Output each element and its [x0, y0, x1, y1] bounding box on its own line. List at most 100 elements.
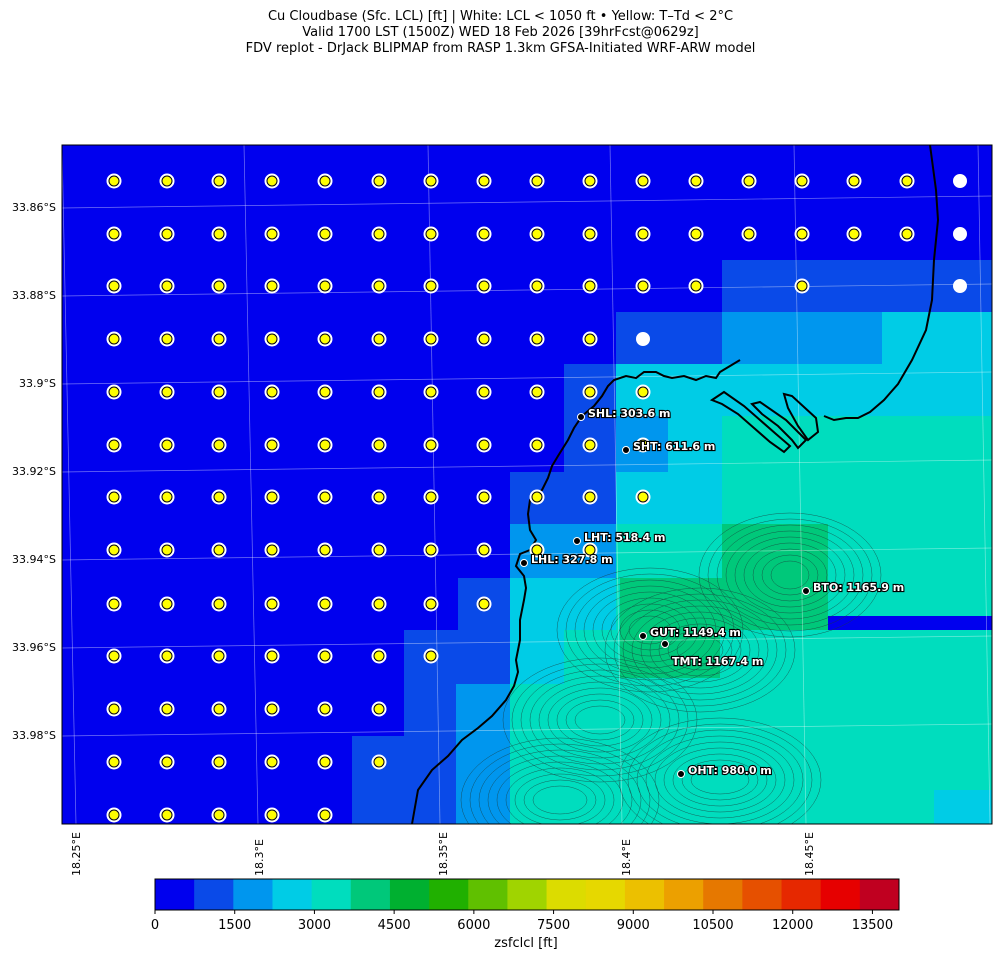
- yellow-lcl-marker: [423, 226, 439, 242]
- yellow-lcl-marker: [106, 384, 122, 400]
- yellow-lcl-marker: [529, 489, 545, 505]
- yellow-lcl-marker: [211, 437, 227, 453]
- yellow-lcl-marker-outline: [319, 228, 331, 240]
- colorbar-segment: [389, 879, 430, 910]
- station-dot: [573, 537, 581, 545]
- colorbar-segment: [546, 879, 587, 910]
- yellow-lcl-marker-outline: [743, 228, 755, 240]
- station-label: LHL: 327.8 m: [531, 553, 613, 566]
- longitude-line: [977, 145, 991, 824]
- yellow-lcl-marker: [582, 331, 598, 347]
- yellow-lcl-marker: [264, 648, 280, 664]
- yellow-lcl-marker: [371, 489, 387, 505]
- colorbar-tick-label: 13500: [851, 918, 894, 933]
- yellow-lcl-marker-outline: [108, 228, 120, 240]
- field-cell: [510, 736, 992, 824]
- yellow-lcl-marker-outline: [690, 228, 702, 240]
- yellow-lcl-marker: [899, 226, 915, 242]
- yellow-lcl-marker: [211, 278, 227, 294]
- yellow-lcl-marker: [423, 173, 439, 189]
- yellow-lcl-marker-outline: [266, 333, 278, 345]
- yellow-lcl-marker-outline: [161, 809, 173, 821]
- field-cell: [934, 790, 992, 824]
- yellow-lcl-marker-outline: [584, 439, 596, 451]
- yellow-lcl-marker: [264, 754, 280, 770]
- yellow-lcl-marker: [371, 173, 387, 189]
- yellow-lcl-marker-outline: [213, 809, 225, 821]
- yellow-lcl-marker-outline: [478, 228, 490, 240]
- yellow-lcl-marker-outline: [796, 280, 808, 292]
- station-label: BTO: 1165.9 m: [813, 581, 904, 594]
- y-axis-tick-label: 33.98°S: [12, 729, 56, 742]
- yellow-lcl-marker-outline: [108, 386, 120, 398]
- yellow-lcl-marker-outline: [425, 280, 437, 292]
- yellow-lcl-marker: [582, 226, 598, 242]
- yellow-lcl-marker-outline: [319, 491, 331, 503]
- yellow-lcl-marker: [476, 437, 492, 453]
- station-label: SHL: 303.6 m: [588, 407, 670, 420]
- colorbar-segment: [194, 879, 234, 910]
- latitude-line: [62, 723, 992, 737]
- contour-line: [716, 524, 864, 626]
- contour-line: [636, 729, 804, 824]
- latitude-line: [62, 195, 992, 209]
- yellow-lcl-marker: [211, 701, 227, 717]
- yellow-lcl-marker: [317, 754, 333, 770]
- yellow-lcl-marker-outline: [796, 228, 808, 240]
- yellow-lcl-marker: [476, 489, 492, 505]
- yellow-lcl-marker-outline: [425, 598, 437, 610]
- graticule: [62, 145, 992, 824]
- yellow-lcl-marker: [529, 437, 545, 453]
- yellow-lcl-marker-outline: [213, 333, 225, 345]
- yellow-lcl-marker: [317, 173, 333, 189]
- map-plot-area: SHL: 303.6 m SHT: 611.6 m LHT: 518.4 m LHL:…: [62, 145, 992, 824]
- yellow-lcl-marker-outline: [266, 809, 278, 821]
- yellow-lcl-marker: [106, 596, 122, 612]
- contour-line: [707, 518, 873, 632]
- yellow-lcl-marker: [476, 542, 492, 558]
- yellow-lcl-marker: [476, 384, 492, 400]
- yellow-lcl-marker: [106, 701, 122, 717]
- yellow-lcl-marker-outline: [108, 756, 120, 768]
- yellow-lcl-marker: [106, 278, 122, 294]
- contour-line: [752, 548, 828, 602]
- yellow-lcl-marker: [371, 542, 387, 558]
- yellow-lcl-marker-outline: [108, 809, 120, 821]
- station-dot: [639, 632, 647, 640]
- latitude-line: [62, 547, 992, 561]
- yellow-lcl-marker: [635, 384, 651, 400]
- yellow-lcl-marker: [317, 437, 333, 453]
- yellow-lcl-marker: [159, 331, 175, 347]
- yellow-lcl-marker-outline: [266, 491, 278, 503]
- yellow-lcl-marker: [423, 489, 439, 505]
- yellow-lcl-marker-outline: [108, 703, 120, 715]
- field-cell: [616, 524, 722, 580]
- yellow-lcl-marker-outline: [373, 228, 385, 240]
- contour-line: [487, 755, 633, 824]
- yellow-lcl-marker-outline: [108, 544, 120, 556]
- yellow-lcl-marker: [635, 278, 651, 294]
- yellow-lcl-marker-outline: [531, 439, 543, 451]
- contour-line: [698, 512, 882, 638]
- field-cell: [510, 630, 564, 686]
- yellow-lcl-marker-outline: [213, 756, 225, 768]
- yellow-lcl-marker-outline: [213, 598, 225, 610]
- yellow-lcl-marker: [371, 437, 387, 453]
- y-axis-tick-label: 33.86°S: [12, 201, 56, 214]
- yellow-lcl-marker-outline: [901, 175, 913, 187]
- yellow-lcl-marker-outline: [213, 650, 225, 662]
- yellow-lcl-marker-outline: [108, 333, 120, 345]
- colorbar-tick-label: 1500: [218, 918, 252, 933]
- yellow-lcl-marker-outline: [478, 491, 490, 503]
- contour-line: [645, 735, 795, 824]
- station-dot: [661, 640, 669, 648]
- colorbar-segment: [781, 879, 822, 910]
- yellow-lcl-marker-outline: [531, 491, 543, 503]
- terrain-contours: [460, 512, 882, 824]
- yellow-lcl-marker-outline: [213, 386, 225, 398]
- contour-line: [622, 599, 778, 701]
- longitude-line: [62, 145, 77, 824]
- yellow-lcl-marker: [211, 596, 227, 612]
- yellow-lcl-marker-outline: [161, 703, 173, 715]
- yellow-lcl-marker-outline: [478, 439, 490, 451]
